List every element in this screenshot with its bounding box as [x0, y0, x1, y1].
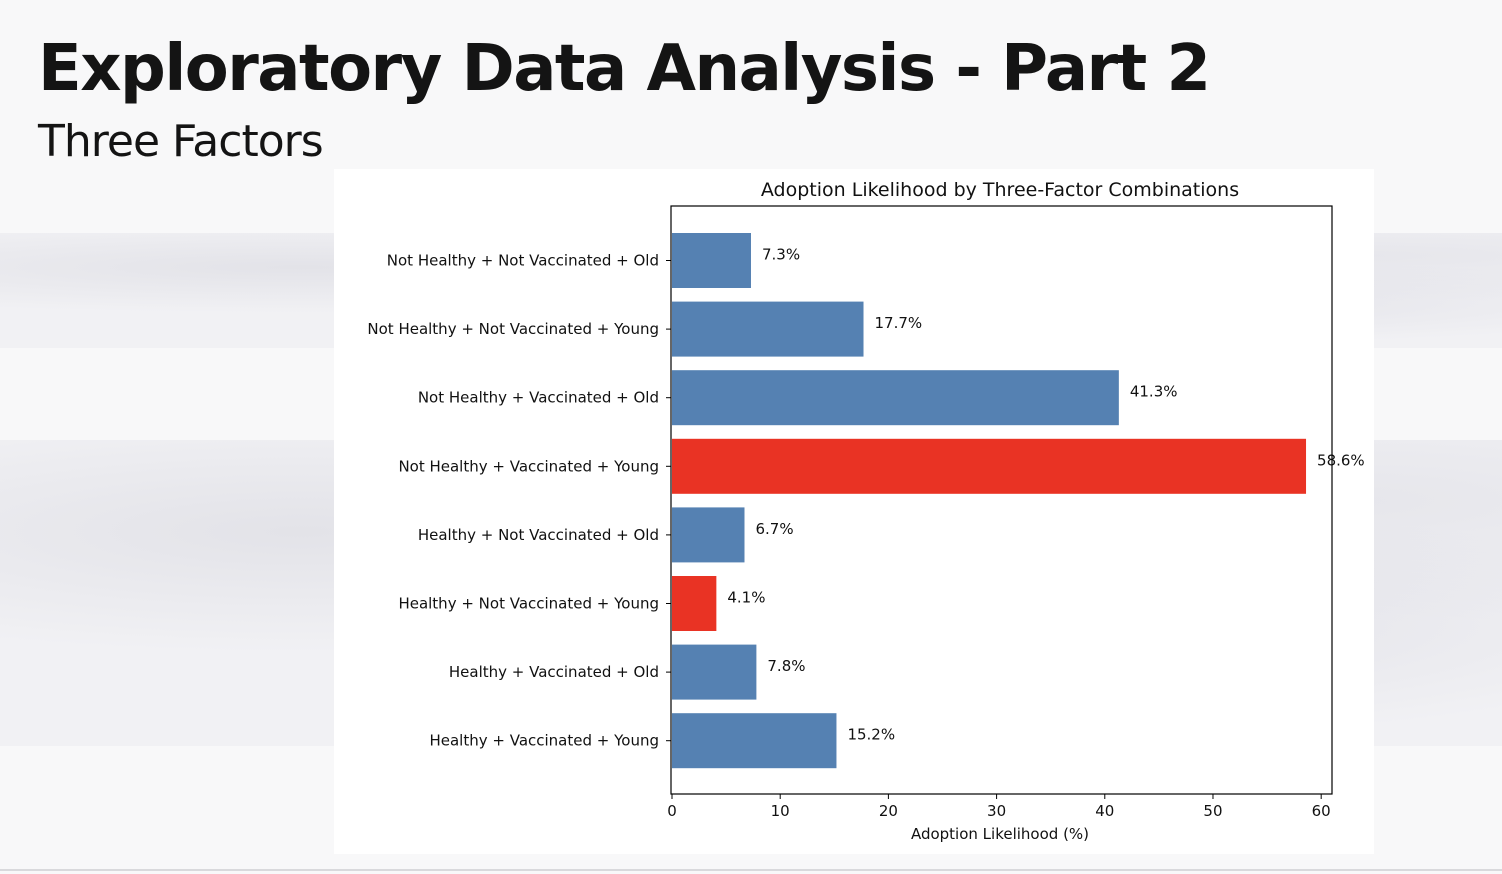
- slide-subtitle: Three Factors: [38, 116, 324, 167]
- category-label: Not Healthy + Not Vaccinated + Old: [387, 252, 659, 270]
- bar: [672, 233, 751, 288]
- category-label: Healthy + Vaccinated + Young: [429, 732, 659, 750]
- category-label: Not Healthy + Vaccinated + Old: [418, 389, 659, 407]
- chart-panel: Adoption Likelihood by Three-Factor Comb…: [334, 169, 1374, 854]
- value-label: 15.2%: [847, 726, 895, 744]
- x-tick-label: 30: [987, 802, 1006, 820]
- bar: [672, 438, 1307, 494]
- bar: [672, 576, 717, 631]
- x-tick-label: 40: [1095, 802, 1114, 820]
- value-label: 17.7%: [875, 314, 923, 332]
- bars-layer: [672, 233, 1307, 769]
- bar: [672, 644, 757, 700]
- category-label: Not Healthy + Vaccinated + Young: [398, 457, 659, 475]
- x-tick-label: 60: [1312, 802, 1331, 820]
- value-label: 58.6%: [1317, 451, 1365, 469]
- value-label: 6.7%: [755, 520, 793, 538]
- x-tick-label: 0: [667, 802, 677, 820]
- bottom-divider: [0, 869, 1502, 871]
- x-tick-label: 10: [771, 802, 790, 820]
- x-axis-label: Adoption Likelihood (%): [911, 825, 1089, 843]
- bar: [672, 301, 864, 357]
- bar: [672, 713, 837, 769]
- value-labels: 7.3% 17.7% 41.3% 58.6% 6.7% 4.1% 7.8% 15.2%: [727, 246, 1364, 744]
- chart-title: Adoption Likelihood by Three-Factor Comb…: [761, 179, 1239, 201]
- category-label: Healthy + Not Vaccinated + Old: [418, 526, 659, 544]
- value-label: 7.8%: [767, 657, 805, 675]
- adoption-bar-chart: Adoption Likelihood by Three-Factor Comb…: [367, 179, 1364, 843]
- category-label: Not Healthy + Not Vaccinated + Young: [367, 320, 659, 338]
- slide-title: Exploratory Data Analysis - Part 2: [38, 32, 1211, 106]
- value-label: 4.1%: [727, 589, 765, 607]
- category-label: Healthy + Not Vaccinated + Young: [398, 595, 659, 613]
- x-axis: 0 10 20 30 40 50 60: [667, 794, 1331, 820]
- plot-area-frame: [670, 205, 1333, 795]
- value-label: 7.3%: [762, 246, 800, 264]
- value-label: 41.3%: [1130, 383, 1178, 401]
- bar: [672, 370, 1119, 426]
- category-label: Healthy + Vaccinated + Old: [449, 663, 659, 681]
- category-labels: Not Healthy + Not Vaccinated + Old Not He…: [367, 252, 671, 750]
- x-tick-label: 50: [1203, 802, 1222, 820]
- bar: [672, 507, 745, 563]
- x-tick-label: 20: [879, 802, 898, 820]
